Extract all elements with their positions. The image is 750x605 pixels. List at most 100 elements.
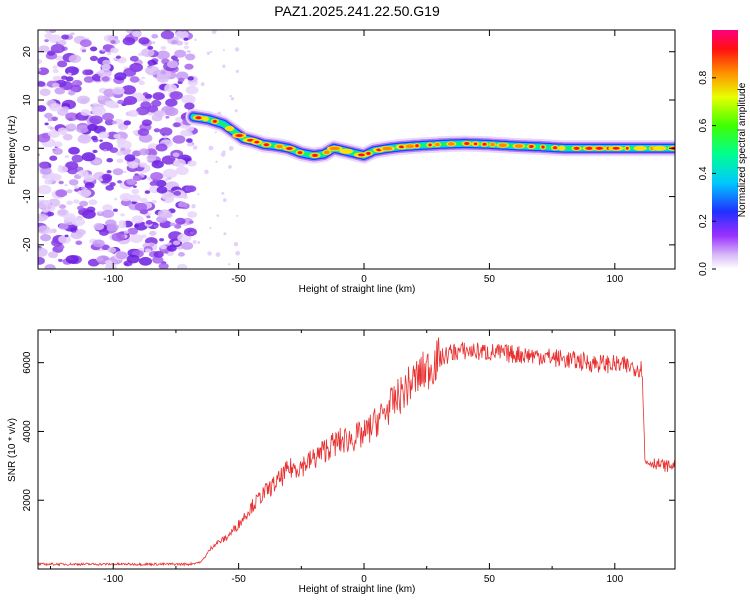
noise-blob <box>44 33 53 39</box>
noise-blob <box>192 145 198 150</box>
noise-blob <box>185 125 195 132</box>
noise-blob <box>233 241 239 247</box>
noise-blob <box>234 109 238 113</box>
noise-blob <box>184 63 194 70</box>
noise-blob <box>151 160 164 169</box>
noise-blob <box>139 197 148 203</box>
snr-x-tick-label: -100 <box>103 574 123 585</box>
noise-blob <box>52 82 60 88</box>
noise-blob <box>87 123 98 131</box>
noise-blob <box>236 214 239 217</box>
colorbar-tick-label: 0.0 <box>698 262 709 276</box>
noise-blob <box>101 48 106 52</box>
ridge-hotspot <box>473 142 478 146</box>
snr-panel: -100 -50 0 50 100 2000 4000 6000 Height of str… <box>7 329 676 595</box>
snr-series-line <box>38 337 675 567</box>
spectrogram-y-tick-label: 10 <box>22 94 33 106</box>
noise-blob <box>162 168 178 179</box>
noise-blob <box>121 127 126 130</box>
noise-blob <box>38 58 43 65</box>
ridge-hotspot <box>415 144 419 148</box>
noise-blob <box>65 112 79 122</box>
noise-blob <box>44 112 53 119</box>
noise-blob <box>102 59 112 66</box>
noise-blob <box>44 39 49 43</box>
noise-blob <box>44 122 49 126</box>
noise-blob <box>47 229 55 234</box>
ridge-hotspot <box>490 142 495 147</box>
noise-blob <box>116 137 127 145</box>
noise-blob <box>169 222 176 227</box>
noise-blob <box>167 242 172 246</box>
colorbar-ticks: 0.0 0.2 0.4 0.6 0.8 <box>698 70 716 276</box>
noise-blob <box>160 70 167 75</box>
noise-blob <box>152 92 165 101</box>
noise-blob <box>147 45 154 50</box>
noise-blob <box>68 54 82 64</box>
noise-blob <box>145 220 153 225</box>
noise-blob <box>131 215 144 224</box>
ridge-hotspot <box>464 142 470 145</box>
noise-blob <box>45 204 56 212</box>
noise-blob <box>83 76 94 83</box>
noise-blob <box>169 91 183 100</box>
noise-blob <box>93 222 105 231</box>
noise-blob <box>84 182 95 189</box>
noise-blob <box>173 122 181 128</box>
noise-blob <box>172 240 181 246</box>
noise-blob <box>103 149 108 152</box>
noise-blob <box>57 165 69 173</box>
noise-blob <box>58 180 64 185</box>
ridge-hotspot <box>405 144 415 148</box>
noise-blob <box>172 135 186 144</box>
noise-blob <box>40 167 52 175</box>
noise-blob <box>73 199 80 204</box>
noise-blob <box>49 30 57 34</box>
noise-blob <box>51 116 59 122</box>
noise-blob <box>81 49 87 53</box>
ridge-hotspot <box>339 148 354 154</box>
ridge-hotspot <box>254 140 260 144</box>
noise-blob <box>200 82 205 87</box>
noise-blob <box>176 263 188 269</box>
noise-blob <box>155 179 167 188</box>
noise-blob <box>68 179 79 186</box>
noise-blob <box>122 36 136 46</box>
noise-blob <box>89 55 99 62</box>
noise-blob <box>173 158 186 168</box>
noise-blob <box>54 87 66 95</box>
noise-blob <box>151 99 162 107</box>
noise-blob <box>129 194 142 202</box>
noise-blob <box>194 38 197 41</box>
noise-blob <box>99 229 109 236</box>
noise-blob <box>117 180 122 184</box>
noise-blob <box>116 151 123 156</box>
snr-x-tick-label: 0 <box>361 574 367 585</box>
noise-blob <box>125 30 134 34</box>
noise-blob <box>67 167 78 175</box>
noise-blob <box>127 109 139 118</box>
ridge-hotspot <box>323 150 330 155</box>
noise-blob <box>127 227 139 235</box>
noise-blob <box>63 213 76 222</box>
noise-blob <box>222 150 226 154</box>
noise-blob <box>160 30 175 40</box>
noise-blob <box>38 153 41 157</box>
noise-blob <box>228 263 231 266</box>
noise-blob <box>61 106 70 112</box>
noise-blob <box>160 244 167 250</box>
spectrogram-y-tick-label: -10 <box>22 189 33 204</box>
noise-blob <box>109 147 119 154</box>
noise-blob <box>111 120 117 125</box>
noise-blob <box>151 114 163 122</box>
noise-blob <box>98 210 103 214</box>
noise-blob <box>123 99 133 106</box>
noise-blob <box>169 107 175 111</box>
colorbar-tick-label: 0.8 <box>698 70 709 84</box>
noise-blob <box>161 133 166 136</box>
noise-blob <box>59 204 67 209</box>
noise-blob <box>114 72 127 81</box>
noise-blob <box>175 166 189 176</box>
ridge-hotspot <box>596 146 603 150</box>
spectrogram-y-label: Frequency (Hz) <box>7 116 18 185</box>
